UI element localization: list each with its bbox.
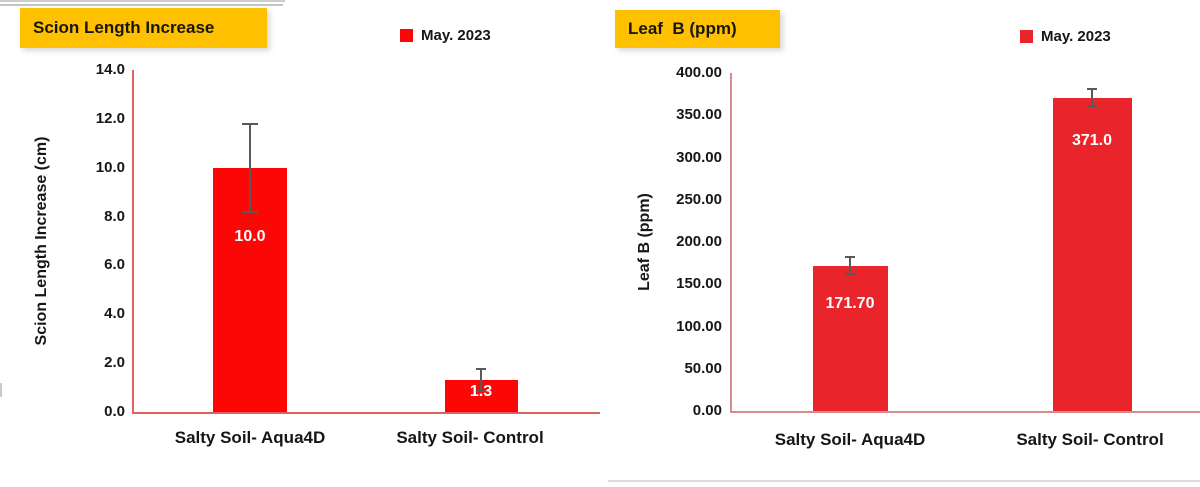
legend-swatch-icon: [400, 29, 413, 42]
error-bar: [1091, 89, 1093, 106]
y-axis-tick-label: 200.00: [676, 233, 722, 250]
x-category-label: Salty Soil- Control: [396, 428, 544, 447]
chart-title-badge: Scion Length Increase: [20, 8, 267, 48]
bar-2: [1052, 97, 1132, 411]
error-bar-cap-top: [845, 256, 855, 259]
y-axis-line: [132, 70, 134, 414]
error-bar: [249, 123, 251, 212]
decor-mark: [0, 383, 2, 397]
x-category-label: Salty Soil- Aqua4D: [174, 428, 326, 447]
y-axis-tick-label: 350.00: [676, 106, 722, 124]
error-bar-cap-top: [242, 122, 258, 125]
y-axis-tick-label: 4.0: [104, 305, 125, 323]
y-axis-tick-label: 250.00: [676, 190, 722, 208]
decor-line: [608, 480, 1200, 482]
bar-value-label: 10.0: [234, 227, 266, 245]
error-bar: [480, 369, 482, 392]
bar-value-label: 171.70: [825, 294, 875, 312]
error-bar-cap-top: [476, 368, 486, 371]
y-axis-tick-label: 14.0: [95, 61, 125, 78]
legend: May. 2023: [1020, 28, 1111, 45]
error-bar-cap-top: [1087, 88, 1097, 91]
y-axis-tick-label: 12.0: [95, 109, 125, 127]
legend-label: May. 2023: [1041, 28, 1111, 45]
error-bar: [849, 257, 851, 275]
legend-label: May. 2023: [421, 27, 491, 44]
y-axis-tick-label: 300.00: [676, 148, 722, 166]
decor-line: [0, 0, 285, 2]
y-axis-tick-label: 400.00: [676, 64, 722, 81]
chart-title-badge: Leaf B (ppm): [615, 10, 780, 48]
x-category-label: Salty Soil- Aqua4D: [774, 430, 926, 449]
bar-1: [812, 265, 888, 411]
chart-leaf-b-ppm: Leaf B (ppm) May. 2023 Leaf B (ppm) Salt…: [600, 0, 1200, 487]
y-axis-line: [730, 73, 732, 413]
y-axis-tick-label: 50.00: [684, 359, 722, 377]
y-axis-tick-label: 0.0: [104, 403, 125, 420]
y-axis-tick-label: 0.00: [692, 402, 722, 419]
decor-line: [0, 4, 283, 6]
y-axis-tick-label: 10.0: [95, 158, 125, 176]
error-bar-cap-bottom: [242, 210, 258, 213]
error-bar-cap-bottom: [476, 390, 486, 393]
y-axis-tick-label: 8.0: [104, 207, 125, 225]
y-axis-tick-label: 6.0: [104, 256, 125, 274]
x-category-label: Salty Soil- Control: [1016, 430, 1164, 449]
legend-swatch-icon: [1020, 30, 1033, 43]
error-bar-cap-bottom: [1087, 104, 1097, 107]
x-axis-line: [132, 412, 600, 414]
chart-scion-length-increase: Scion Length Increase May. 2023 Scion Le…: [0, 0, 600, 447]
error-bar-cap-bottom: [845, 273, 855, 276]
y-axis-tick-label: 150.00: [676, 275, 722, 293]
y-axis-tick-label: 2.0: [104, 354, 125, 372]
legend: May. 2023: [400, 27, 491, 44]
x-axis-line: [730, 411, 1200, 413]
y-axis-tick-label: 100.00: [676, 317, 722, 335]
bar-value-label: 1.3: [469, 383, 493, 401]
bar-value-label: 371.0: [1071, 131, 1113, 149]
